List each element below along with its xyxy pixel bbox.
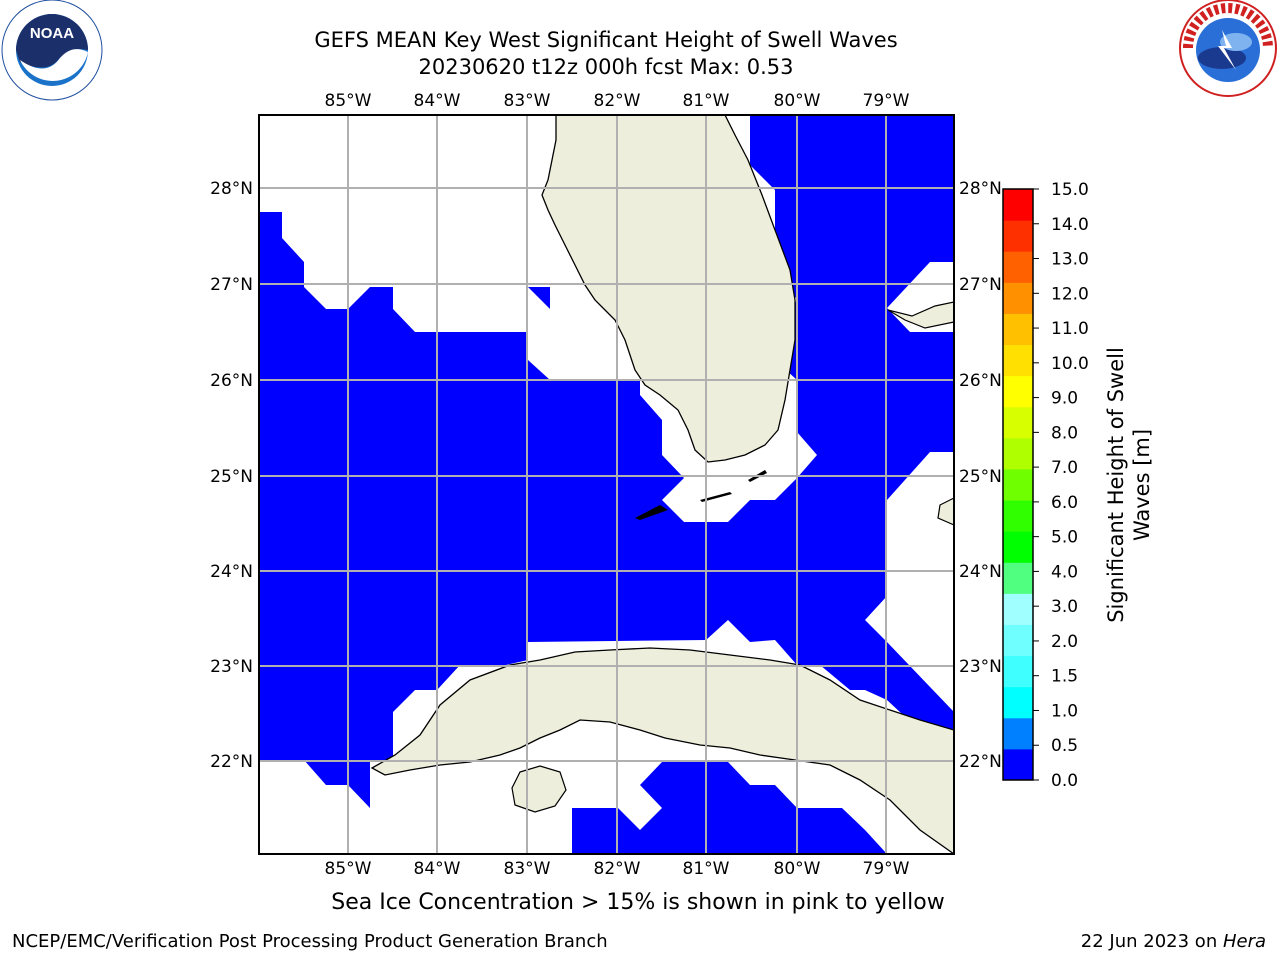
lat-labels-right: 28°N 27°N 26°N 25°N 24°N 23°N 22°N — [959, 179, 1002, 772]
nws-logo-icon — [1179, 0, 1277, 97]
lon-label: 83°W — [504, 91, 551, 111]
colorbar-tick-label: 12.0 — [1051, 284, 1089, 304]
bahamas-land-2 — [937, 497, 954, 526]
footer-date: 22 Jun 2023 on Hera — [1081, 931, 1266, 952]
lon-label: 80°W — [774, 91, 821, 111]
lat-label: 23°N — [959, 657, 1002, 677]
colorbar-swatch — [1003, 251, 1033, 283]
colorbar-swatch — [1003, 531, 1033, 563]
colorbar-tick-label: 0.0 — [1051, 771, 1078, 791]
lon-label: 82°W — [594, 91, 641, 111]
colorbar-swatch — [1003, 406, 1033, 439]
cuba-land — [370, 647, 954, 854]
lat-label: 24°N — [210, 562, 253, 582]
lat-label: 24°N — [959, 562, 1002, 582]
colorbar-swatch — [1003, 655, 1033, 688]
colorbar-swatch — [1003, 375, 1033, 408]
map-frame — [258, 114, 955, 855]
colorbar-swatch — [1003, 686, 1033, 719]
colorbar-tick-label: 8.0 — [1051, 423, 1078, 443]
colorbar-label: Significant Height of Swell Waves [m] — [1104, 347, 1154, 623]
colorbar-swatch — [1003, 282, 1033, 314]
lon-label: 79°W — [863, 859, 910, 879]
lon-label: 81°W — [683, 859, 730, 879]
colorbar-tick-label: 3.0 — [1051, 597, 1078, 617]
colorbar-tick-label: 5.0 — [1051, 528, 1078, 548]
colorbar-swatch — [1003, 313, 1033, 346]
colorbar-swatch — [1003, 624, 1033, 657]
colorbar-tick-label: 0.5 — [1051, 736, 1078, 756]
lat-label: 26°N — [210, 371, 253, 391]
svg-text:NOAA: NOAA — [30, 25, 74, 42]
footer-branch: NCEP/EMC/Verification Post Processing Pr… — [12, 931, 608, 952]
colorbar-swatch — [1003, 468, 1033, 501]
lon-label: 85°W — [325, 91, 372, 111]
swell-field-gulf — [259, 115, 954, 808]
colorbar-tick-label: 10.0 — [1051, 354, 1089, 374]
bahamas-land — [887, 301, 954, 329]
colorbar-tick-label: 6.0 — [1051, 493, 1078, 513]
colorbar-swatch — [1003, 593, 1033, 625]
lon-label: 79°W — [863, 91, 910, 111]
colorbar-tick-label: 15.0 — [1051, 180, 1089, 200]
lon-label: 81°W — [683, 91, 730, 111]
lat-label: 23°N — [210, 657, 253, 677]
colorbar-ticks: 0.0 0.5 1.0 1.5 2.0 3.0 4.0 5.0 6.0 7.0 8.0 9.0 10.0… — [1033, 180, 1089, 791]
colorbar — [1002, 188, 1034, 781]
lon-label: 82°W — [594, 859, 641, 879]
lat-label: 28°N — [959, 179, 1002, 199]
colorbar-swatch — [1003, 220, 1033, 252]
lon-label: 80°W — [774, 859, 821, 879]
footer-host: Hera — [1222, 931, 1266, 952]
swell-field-gap — [528, 287, 550, 309]
lon-labels-top: 85°W 84°W 83°W 82°W 81°W 80°W 79°W — [325, 91, 910, 111]
florida-keys — [635, 470, 767, 520]
colorbar-tick-label: 13.0 — [1051, 250, 1089, 270]
colorbar-swatch — [1003, 748, 1033, 781]
colorbar-label-line1: Significant Height of Swell — [1104, 347, 1128, 623]
lat-label: 26°N — [959, 371, 1002, 391]
colorbar-tick-label: 2.0 — [1051, 632, 1078, 652]
lon-label: 85°W — [325, 859, 372, 879]
colorbar-tick-label: 4.0 — [1051, 562, 1078, 582]
lat-label: 25°N — [210, 467, 253, 487]
colorbar-tick-label: 1.0 — [1051, 701, 1078, 721]
noaa-logo-icon: NOAA — [1, 0, 103, 101]
colorbar-tick-label: 14.0 — [1051, 215, 1089, 235]
sea-ice-note: Sea Ice Concentration > 15% is shown in … — [331, 890, 945, 915]
lat-label: 22°N — [959, 752, 1002, 772]
colorbar-tick-label: 9.0 — [1051, 389, 1078, 409]
colorbar-tick-label: 11.0 — [1051, 319, 1089, 339]
lon-label: 84°W — [414, 859, 461, 879]
colorbar-swatch — [1003, 344, 1033, 377]
colorbar-swatch — [1003, 562, 1033, 594]
map-gridlines — [259, 115, 954, 854]
lat-label: 28°N — [210, 179, 253, 199]
colorbar-label-line2: Waves [m] — [1130, 429, 1154, 541]
isle-of-youth-land — [511, 765, 567, 813]
lat-label: 27°N — [959, 275, 1002, 295]
chart-title: GEFS MEAN Key West Significant Height of… — [314, 28, 898, 52]
colorbar-swatch — [1003, 500, 1033, 532]
chart-subtitle: 20230620 t12z 000h fcst Max: 0.53 — [418, 55, 794, 79]
swell-field-south — [572, 762, 887, 854]
colorbar-swatch — [1003, 189, 1033, 221]
lat-label: 22°N — [210, 752, 253, 772]
lat-labels-left: 28°N 27°N 26°N 25°N 24°N 23°N 22°N — [210, 179, 253, 772]
colorbar-tick-label: 7.0 — [1051, 458, 1078, 478]
colorbar-swatch — [1003, 717, 1033, 750]
lon-label: 83°W — [504, 859, 551, 879]
florida-land — [541, 115, 796, 463]
lon-label: 84°W — [414, 91, 461, 111]
footer-date-text: 22 Jun 2023 on — [1080, 931, 1223, 952]
lat-label: 25°N — [959, 467, 1002, 487]
colorbar-border — [1002, 188, 1034, 781]
colorbar-tick-label: 1.5 — [1051, 667, 1078, 687]
colorbar-swatch — [1003, 437, 1033, 470]
lat-label: 27°N — [210, 275, 253, 295]
lon-labels-bottom: 85°W 84°W 83°W 82°W 81°W 80°W 79°W — [325, 859, 910, 879]
